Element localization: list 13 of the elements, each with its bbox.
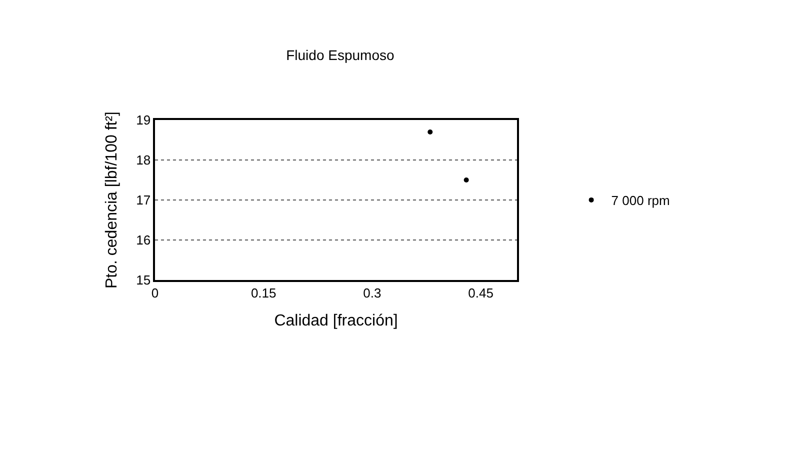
y-tick-label: 18 (136, 152, 151, 168)
y-tick-label: 15 (136, 272, 151, 288)
legend-label: 7 000 rpm (611, 193, 670, 208)
x-tick-label: 0.15 (250, 285, 276, 300)
y-tick-label: 19 (136, 112, 151, 128)
y-tick-label: 17 (136, 192, 151, 208)
x-tick-label: 0.3 (363, 285, 382, 300)
y-axis-title: Pto. cedencia [lbf/100 ft²] (104, 112, 121, 288)
x-tick-label: 0.45 (468, 285, 494, 300)
x-tick-label: 0 (151, 285, 159, 300)
chart-title: Fluido Espumoso (286, 47, 394, 64)
x-axis-title: Calidad [fracción] (274, 312, 398, 330)
y-tick-label: 16 (136, 232, 151, 248)
